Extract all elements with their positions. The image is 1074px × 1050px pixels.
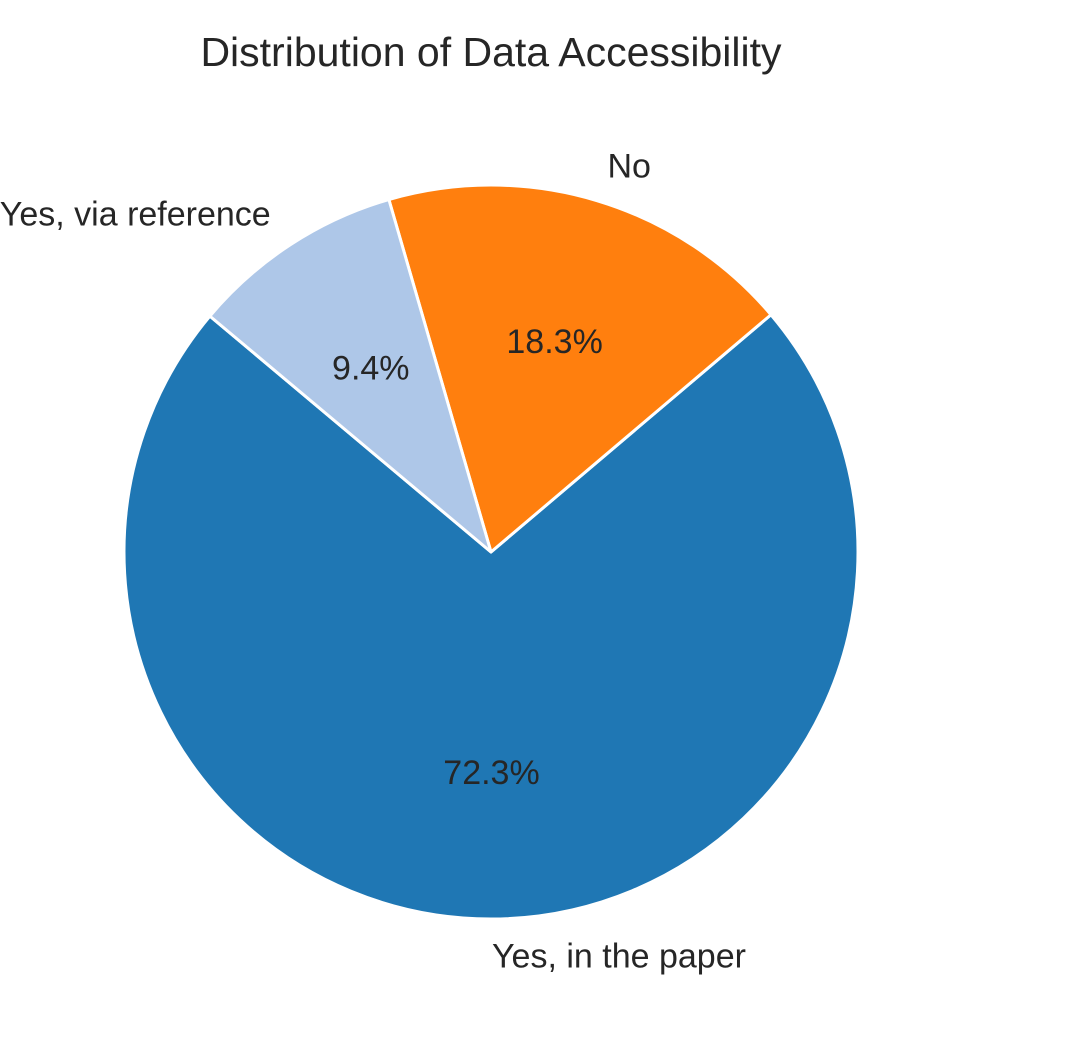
pie-slice (122, 313, 860, 921)
slice-category-label: Yes, in the paper (492, 938, 746, 976)
chart-title: Distribution of Data Accessibility (200, 29, 782, 75)
slice-category-label: Yes, via reference (0, 196, 271, 234)
slice-percent-label: 72.3% (443, 754, 539, 792)
slice-category-label: No (608, 148, 651, 186)
pie-slice (208, 198, 493, 554)
pie-slice (387, 183, 773, 554)
pie-slices (122, 183, 860, 921)
slice-percent-label: 18.3% (506, 323, 602, 361)
pie-labels: 72.3% Yes, in the paper 18.3% No 9.4% Yes, vi… (0, 148, 746, 976)
slice-percent-label: 9.4% (332, 350, 410, 388)
